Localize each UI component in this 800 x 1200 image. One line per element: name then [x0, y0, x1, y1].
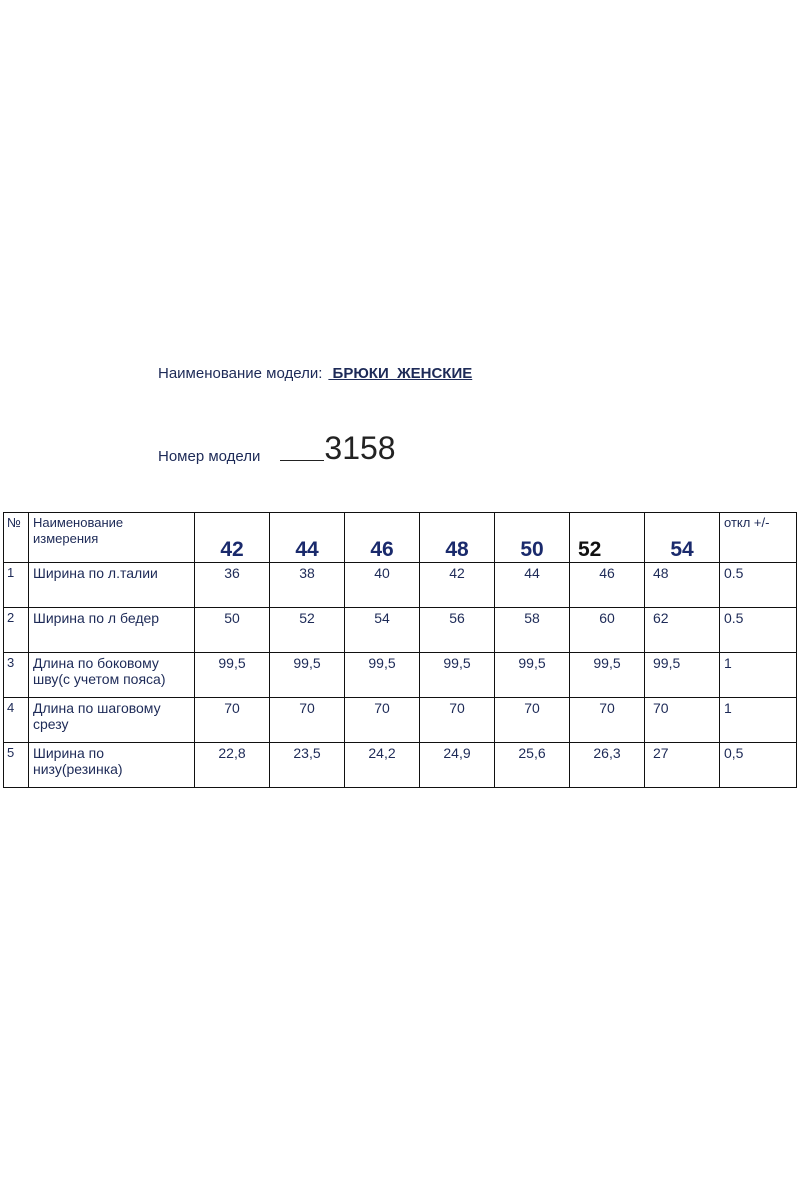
row-value: 70: [344, 697, 420, 743]
header-size: 46: [344, 512, 420, 563]
row-value: 25,6: [494, 742, 570, 788]
header-size: 44: [269, 512, 345, 563]
row-no: 2: [3, 607, 29, 653]
row-value: 99,5: [269, 652, 345, 698]
row-value: 60: [569, 607, 645, 653]
row-value: 99,5: [569, 652, 645, 698]
row-value: 99,5: [494, 652, 570, 698]
size-chart-table: № Наименование измерения 42 44 46 48 50 …: [3, 512, 797, 788]
row-value: 42: [419, 562, 495, 608]
model-number-value: 3158: [324, 430, 396, 466]
header-size: 54: [644, 512, 720, 563]
header-size: 42: [194, 512, 270, 563]
table-row: 4 Длина по шаговому срезу 70 70 70 70 70 70 70 1: [3, 697, 797, 743]
row-deviation: 0,5: [719, 742, 797, 788]
row-value: 99,5: [194, 652, 270, 698]
row-value: 70: [194, 697, 270, 743]
header-no: №: [3, 512, 29, 563]
table-row: 1 Ширина по л.талии 36 38 40 42 44 46 48 0.5: [3, 562, 797, 608]
row-value: 27: [644, 742, 720, 788]
row-value: 54: [344, 607, 420, 653]
row-no: 1: [3, 562, 29, 608]
model-number-line: Номер модели 3158: [158, 430, 396, 467]
header-size: 48: [419, 512, 495, 563]
row-value: 50: [194, 607, 270, 653]
row-value: 46: [569, 562, 645, 608]
row-value: 70: [569, 697, 645, 743]
row-value: 44: [494, 562, 570, 608]
model-name-line: Наименование модели: БРЮКИ ЖЕНСКИЕ: [158, 365, 472, 382]
row-value: 70: [644, 697, 720, 743]
model-number-label: Номер модели: [158, 448, 261, 465]
row-value: 24,2: [344, 742, 420, 788]
row-deviation: 0.5: [719, 562, 797, 608]
row-no: 5: [3, 742, 29, 788]
row-value: 23,5: [269, 742, 345, 788]
row-name: Ширина по л бедер: [28, 607, 195, 653]
row-value: 70: [269, 697, 345, 743]
row-value: 99,5: [419, 652, 495, 698]
row-name: Длина по шаговому срезу: [28, 697, 195, 743]
header-size: 52: [569, 512, 645, 563]
row-deviation: 1: [719, 652, 797, 698]
row-value: 36: [194, 562, 270, 608]
row-value: 22,8: [194, 742, 270, 788]
table-row: 5 Ширина по низу(резинка) 22,8 23,5 24,2 24,9…: [3, 742, 797, 788]
row-name: Ширина по л.талии: [28, 562, 195, 608]
row-deviation: 1: [719, 697, 797, 743]
row-value: 56: [419, 607, 495, 653]
row-value: 52: [269, 607, 345, 653]
row-deviation: 0.5: [719, 607, 797, 653]
row-value: 99,5: [644, 652, 720, 698]
row-no: 3: [3, 652, 29, 698]
model-number-underline: [280, 460, 325, 461]
table-row: 3 Длина по боковому шву(с учетом пояса) 99…: [3, 652, 797, 698]
row-value: 70: [419, 697, 495, 743]
row-value: 48: [644, 562, 720, 608]
row-name: Ширина по низу(резинка): [28, 742, 195, 788]
model-name-label: Наименование модели:: [158, 365, 323, 382]
row-no: 4: [3, 697, 29, 743]
row-value: 24,9: [419, 742, 495, 788]
row-name: Длина по боковому шву(с учетом пояса): [28, 652, 195, 698]
header-name: Наименование измерения: [28, 512, 195, 563]
row-value: 58: [494, 607, 570, 653]
row-value: 70: [494, 697, 570, 743]
row-value: 26,3: [569, 742, 645, 788]
header-deviation: откл +/-: [719, 512, 797, 563]
header-size: 50: [494, 512, 570, 563]
row-value: 38: [269, 562, 345, 608]
table-header-row: № Наименование измерения 42 44 46 48 50 …: [3, 512, 797, 563]
row-value: 99,5: [344, 652, 420, 698]
table-row: 2 Ширина по л бедер 50 52 54 56 58 60 62 0.5: [3, 607, 797, 653]
row-value: 62: [644, 607, 720, 653]
model-name-value: БРЮКИ ЖЕНСКИЕ: [328, 365, 473, 382]
row-value: 40: [344, 562, 420, 608]
